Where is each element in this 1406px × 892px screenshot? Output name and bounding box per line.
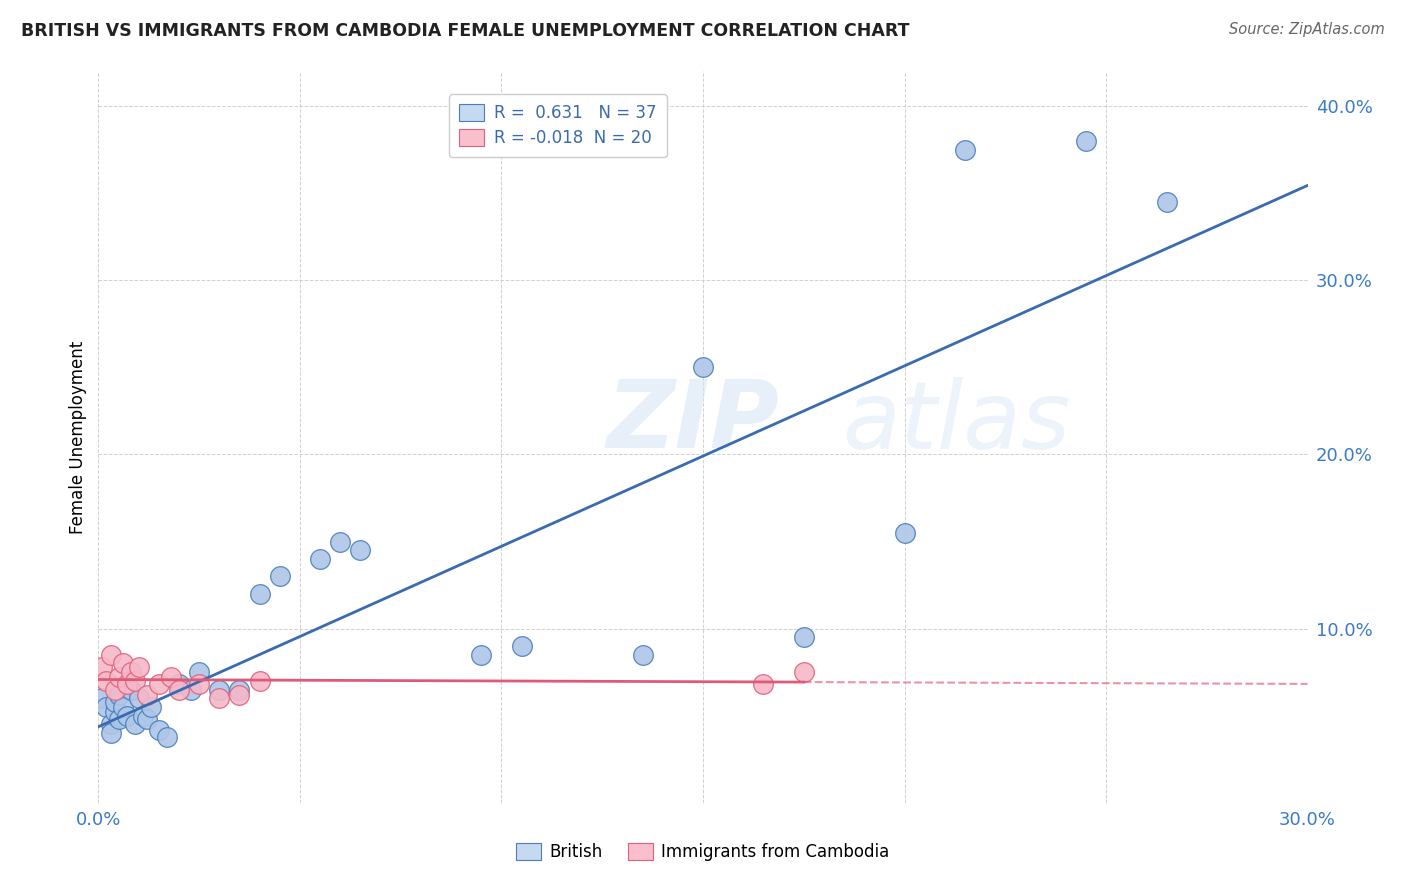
Point: [167, 677, 190, 691]
Point: [96, 700, 118, 714]
Point: [752, 677, 775, 691]
Point: [470, 648, 492, 662]
Text: BRITISH VS IMMIGRANTS FROM CAMBODIA FEMALE UNEMPLOYMENT CORRELATION CHART: BRITISH VS IMMIGRANTS FROM CAMBODIA FEMA…: [21, 22, 910, 40]
Point: [1156, 194, 1178, 209]
Point: [156, 730, 179, 744]
Point: [100, 726, 122, 740]
Point: [128, 691, 150, 706]
Point: [631, 648, 654, 662]
Point: [793, 665, 815, 680]
Point: [107, 712, 129, 726]
Point: [91, 660, 114, 674]
Point: [692, 360, 714, 375]
Y-axis label: Female Unemployment: Female Unemployment: [69, 341, 87, 533]
Point: [228, 682, 250, 697]
Point: [893, 525, 915, 540]
Text: Source: ZipAtlas.com: Source: ZipAtlas.com: [1229, 22, 1385, 37]
Point: [111, 657, 134, 671]
Point: [120, 665, 142, 680]
Point: [139, 700, 162, 714]
Point: [128, 660, 150, 674]
Point: [228, 688, 250, 702]
Point: [269, 569, 291, 583]
Point: [120, 682, 142, 697]
Point: [135, 688, 157, 702]
Point: [309, 552, 332, 566]
Point: [96, 673, 118, 688]
Point: [100, 648, 122, 662]
Point: [167, 682, 190, 697]
Point: [135, 712, 157, 726]
Point: [188, 677, 211, 691]
Point: [132, 708, 155, 723]
Point: [148, 723, 170, 737]
Text: ZIP: ZIP: [606, 376, 779, 468]
Point: [107, 688, 129, 702]
Point: [793, 631, 815, 645]
Point: [103, 695, 125, 709]
Point: [953, 143, 976, 157]
Point: [160, 670, 183, 684]
Point: [249, 673, 271, 688]
Point: [115, 677, 138, 691]
Point: [148, 677, 170, 691]
Point: [124, 673, 146, 688]
Point: [188, 665, 211, 680]
Point: [103, 705, 125, 719]
Point: [329, 534, 352, 549]
Point: [249, 587, 271, 601]
Point: [510, 639, 533, 653]
Point: [349, 543, 371, 558]
Point: [100, 717, 122, 731]
Point: [107, 670, 129, 684]
Point: [91, 691, 114, 706]
Point: [208, 691, 231, 706]
Point: [115, 708, 138, 723]
Legend: British, Immigrants from Cambodia: British, Immigrants from Cambodia: [510, 836, 896, 868]
Point: [208, 682, 231, 697]
Point: [111, 700, 134, 714]
Point: [180, 682, 202, 697]
Point: [103, 682, 125, 697]
Point: [124, 717, 146, 731]
Text: atlas: atlas: [842, 377, 1070, 468]
Point: [1074, 134, 1097, 148]
